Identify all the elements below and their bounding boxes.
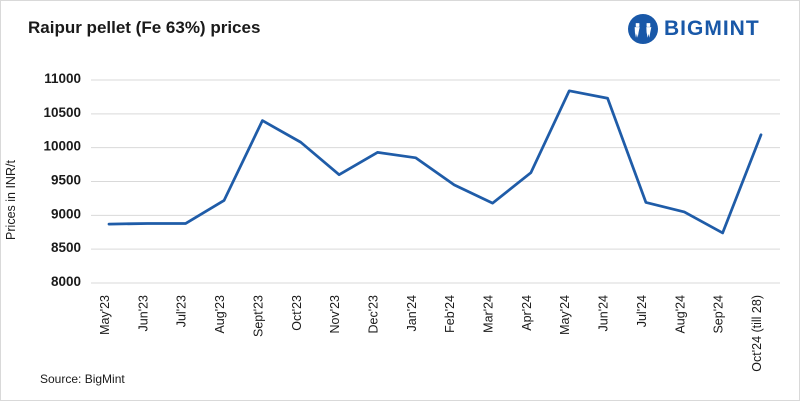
svg-text:Jan'24: Jan'24 — [405, 295, 419, 331]
svg-text:Oct'24 (till 28): Oct'24 (till 28) — [750, 295, 764, 372]
svg-text:9500: 9500 — [51, 173, 81, 188]
svg-text:May'24: May'24 — [558, 295, 572, 335]
svg-text:8000: 8000 — [51, 274, 81, 289]
svg-text:11000: 11000 — [44, 71, 81, 86]
svg-text:Jul'23: Jul'23 — [175, 295, 189, 327]
svg-text:Apr'24: Apr'24 — [520, 295, 534, 331]
svg-text:Oct'23: Oct'23 — [290, 295, 304, 331]
svg-text:Jul'24: Jul'24 — [635, 295, 649, 327]
svg-text:8500: 8500 — [51, 240, 81, 255]
svg-text:Sept'23: Sept'23 — [251, 295, 265, 337]
svg-text:Mar'24: Mar'24 — [482, 295, 496, 333]
svg-text:Jun'23: Jun'23 — [136, 295, 150, 331]
svg-text:10500: 10500 — [43, 105, 81, 120]
svg-text:May'23: May'23 — [98, 295, 112, 335]
svg-text:Sep'24: Sep'24 — [712, 295, 726, 334]
svg-text:Aug'23: Aug'23 — [213, 295, 227, 334]
svg-text:Nov'23: Nov'23 — [328, 295, 342, 334]
svg-text:10000: 10000 — [43, 139, 81, 154]
svg-text:9000: 9000 — [51, 206, 81, 221]
svg-text:Jun'24: Jun'24 — [597, 295, 611, 331]
svg-text:Aug'24: Aug'24 — [673, 295, 687, 334]
svg-text:Dec'23: Dec'23 — [366, 295, 380, 334]
svg-text:Feb'24: Feb'24 — [443, 295, 457, 333]
